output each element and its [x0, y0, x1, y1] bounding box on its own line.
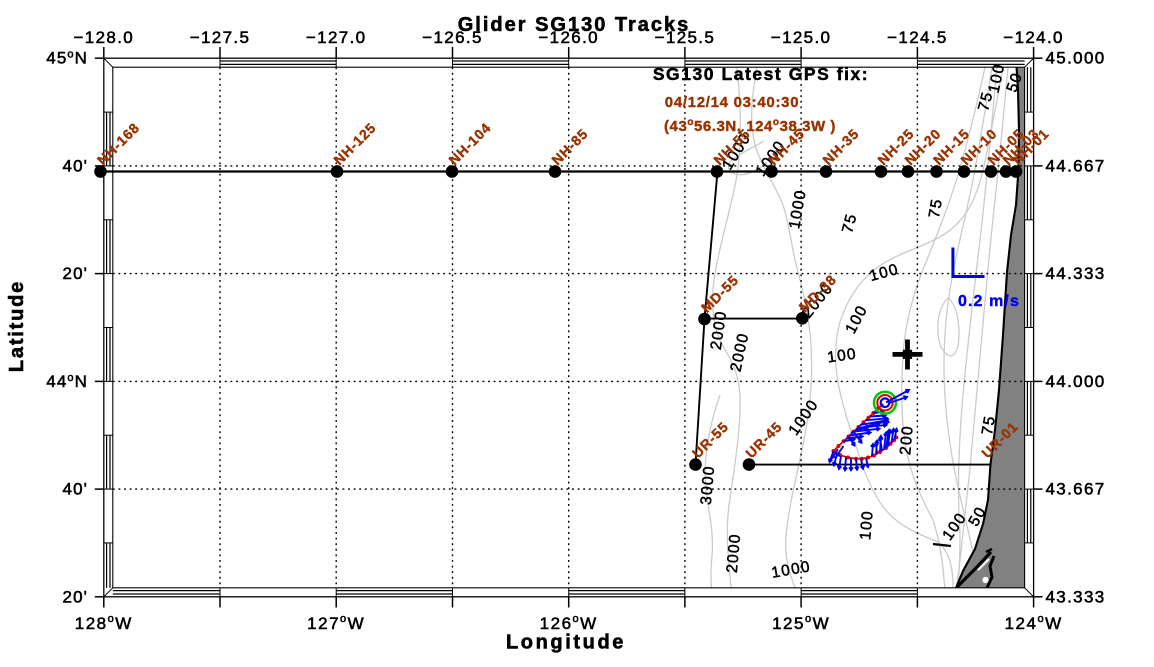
svg-text:43.333: 43.333 — [1046, 587, 1106, 606]
svg-text:100: 100 — [826, 346, 858, 367]
svg-text:(43o56.3N, 124o38.3W ): (43o56.3N, 124o38.3W ) — [664, 117, 836, 135]
svg-text:−127.5: −127.5 — [190, 28, 251, 47]
svg-text:−126.0: −126.0 — [538, 28, 599, 47]
svg-text:44.333: 44.333 — [1046, 264, 1106, 283]
svg-text:2000: 2000 — [724, 533, 744, 574]
svg-text:126oW: 126oW — [540, 613, 598, 633]
svg-text:SG130 Latest GPS fix:: SG130 Latest GPS fix: — [653, 64, 869, 84]
svg-text:−125.5: −125.5 — [655, 28, 716, 47]
svg-text:−126.5: −126.5 — [422, 28, 483, 47]
svg-text:−128.0: −128.0 — [74, 28, 135, 47]
svg-text:44.000: 44.000 — [1046, 372, 1106, 391]
svg-text:43.667: 43.667 — [1046, 480, 1106, 499]
svg-text:44oN: 44oN — [46, 372, 88, 391]
svg-text:50: 50 — [1004, 70, 1027, 94]
svg-text:2000: 2000 — [708, 309, 730, 351]
svg-text:−127.0: −127.0 — [306, 28, 367, 47]
svg-text:Glider SG130 Tracks: Glider SG130 Tracks — [458, 14, 691, 36]
svg-text:100: 100 — [857, 510, 877, 541]
svg-text:−125.0: −125.0 — [771, 28, 832, 47]
svg-text:40': 40' — [63, 480, 88, 499]
svg-text:200: 200 — [897, 425, 917, 456]
svg-text:20': 20' — [63, 587, 88, 606]
svg-text:1000: 1000 — [770, 558, 812, 582]
svg-text:127oW: 127oW — [307, 613, 365, 633]
svg-text:44.667: 44.667 — [1046, 156, 1106, 175]
svg-text:04/12/14 03:40:30: 04/12/14 03:40:30 — [665, 94, 800, 111]
svg-text:−124.0: −124.0 — [1003, 28, 1064, 47]
svg-text:125oW: 125oW — [772, 613, 830, 633]
svg-text:75: 75 — [975, 89, 997, 113]
svg-text:45oN: 45oN — [46, 49, 88, 68]
svg-text:3000: 3000 — [698, 465, 718, 506]
svg-text:75: 75 — [839, 211, 861, 235]
svg-text:75: 75 — [979, 414, 999, 436]
svg-text:1000: 1000 — [786, 188, 810, 230]
svg-text:100: 100 — [986, 62, 1009, 95]
svg-text:40': 40' — [63, 156, 88, 175]
svg-text:0.2 m/s: 0.2 m/s — [958, 293, 1020, 310]
svg-text:128oW: 128oW — [75, 613, 133, 633]
svg-text:Longitude: Longitude — [506, 632, 626, 654]
svg-text:124oW: 124oW — [1005, 613, 1063, 633]
svg-text:45.000: 45.000 — [1046, 49, 1106, 68]
svg-text:75: 75 — [926, 197, 946, 219]
svg-text:20': 20' — [63, 264, 88, 283]
svg-text:Latitude: Latitude — [6, 280, 28, 372]
svg-text:−124.5: −124.5 — [887, 28, 948, 47]
